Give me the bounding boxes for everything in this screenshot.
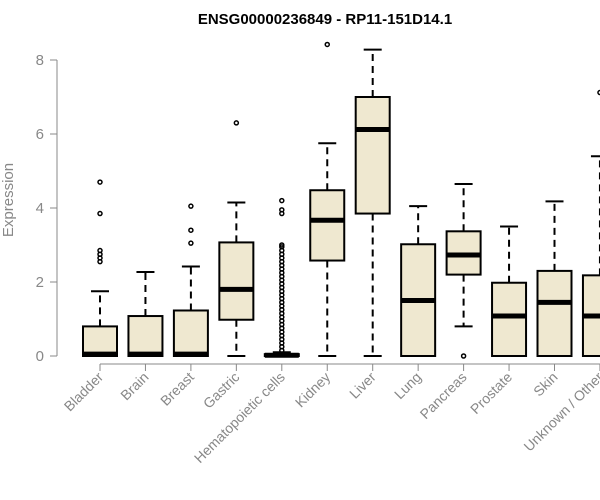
y-axis: 0 2 4 6 8 (36, 52, 58, 365)
chart-title: ENSG00000236849 - RP11-151D14.1 (198, 11, 452, 28)
x-tick-label: Liver (346, 369, 379, 402)
x-tick-label: Gastric (200, 369, 243, 412)
box-iqr (309, 189, 346, 262)
boxes (82, 41, 600, 359)
outlier-point (460, 353, 467, 359)
box-hematopoietic-cells (263, 197, 300, 358)
box-iqr (491, 281, 528, 357)
box-kidney (309, 41, 346, 357)
outlier-point (97, 247, 103, 254)
outlier-point (324, 41, 330, 48)
box-iqr (536, 269, 573, 357)
outlier-point (279, 197, 285, 204)
box-iqr (127, 315, 164, 358)
box-iqr (354, 96, 391, 215)
box-lung (400, 205, 437, 357)
x-tick-label: Hematopoietic cells (191, 369, 288, 466)
x-tick-label: Kidney (292, 369, 334, 411)
y-tick-label: 4 (36, 200, 44, 217)
outlier-point (97, 179, 103, 185)
outlier-point (188, 227, 194, 233)
box-breast (172, 203, 209, 357)
box-unknown-other (581, 89, 600, 357)
box-bladder (82, 179, 118, 357)
box-iqr (172, 309, 209, 357)
y-axis-label: Expression (0, 163, 17, 237)
box-gastric (218, 120, 255, 357)
x-tick-label: Skin (530, 369, 561, 400)
box-skin (536, 200, 573, 357)
y-tick-label: 8 (36, 52, 44, 69)
box-brain (127, 271, 164, 358)
box-prostate (491, 225, 528, 357)
box-liver (354, 48, 391, 357)
x-tick-label: Breast (157, 369, 197, 409)
outlier-point (188, 240, 194, 246)
outlier-point (279, 242, 285, 248)
box-iqr (218, 241, 255, 321)
outlier-point (188, 203, 194, 209)
box-pancreas (445, 182, 482, 359)
x-tick-label: Lung (391, 369, 424, 402)
box-iqr (82, 325, 118, 357)
x-tick-label: Pancreas (417, 369, 470, 422)
y-tick-label: 2 (36, 274, 44, 291)
y-tick-label: 6 (36, 126, 44, 143)
x-tick-label: Brain (117, 369, 151, 403)
outlier-point (279, 207, 285, 213)
y-tick-label: 0 (36, 348, 44, 365)
outlier-point (97, 210, 103, 217)
x-tick-label: Prostate (467, 369, 515, 417)
outlier-point (233, 120, 240, 126)
x-tick-label: Unknown / Other (520, 369, 600, 455)
x-tick-label: Bladder (61, 369, 107, 415)
